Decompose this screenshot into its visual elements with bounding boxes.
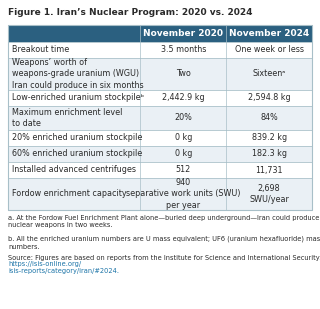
Text: 2,442.9 kg: 2,442.9 kg xyxy=(162,94,204,103)
Text: https://isis-online.org/
isis-reports/category/iran/#2024.: https://isis-online.org/ isis-reports/ca… xyxy=(8,261,119,274)
Text: Sixteenᵃ: Sixteenᵃ xyxy=(252,70,286,78)
Text: 60% enriched uranium stockpile: 60% enriched uranium stockpile xyxy=(12,150,142,159)
Text: 2,594.8 kg: 2,594.8 kg xyxy=(248,94,291,103)
Bar xyxy=(8,42,312,58)
Text: 512: 512 xyxy=(176,166,191,175)
Text: 20% enriched uranium stockpile: 20% enriched uranium stockpile xyxy=(12,133,142,142)
Bar xyxy=(8,58,312,90)
Text: 0 kg: 0 kg xyxy=(175,133,192,142)
Text: 20%: 20% xyxy=(174,113,192,122)
Text: Fordow enrichment capacity: Fordow enrichment capacity xyxy=(12,189,127,198)
Bar xyxy=(8,90,312,106)
Text: Installed advanced centrifuges: Installed advanced centrifuges xyxy=(12,166,136,175)
Text: One week or less: One week or less xyxy=(235,45,304,54)
Text: 0 kg: 0 kg xyxy=(175,150,192,159)
Text: Breakout time: Breakout time xyxy=(12,45,69,54)
Text: Weapons’ worth of
weapons-grade uranium (WGU)
Iran could produce in six months: Weapons’ worth of weapons-grade uranium … xyxy=(12,58,144,90)
Text: Low-enriched uranium stockpileᵇ: Low-enriched uranium stockpileᵇ xyxy=(12,94,144,103)
Bar xyxy=(8,178,312,210)
Text: November 2024: November 2024 xyxy=(229,29,309,38)
Bar xyxy=(8,146,312,162)
Text: 2,698
SWU/year: 2,698 SWU/year xyxy=(249,184,289,204)
Text: 84%: 84% xyxy=(260,113,278,122)
Text: a. At the Fordow Fuel Enrichment Plant alone—buried deep underground—Iran could : a. At the Fordow Fuel Enrichment Plant a… xyxy=(8,215,320,228)
Text: 182.3 kg: 182.3 kg xyxy=(252,150,287,159)
Text: Two: Two xyxy=(176,70,191,78)
Bar xyxy=(8,25,312,42)
Text: Source: Figures are based on reports from the Institute for Science and Internat: Source: Figures are based on reports fro… xyxy=(8,255,320,261)
Text: Maximum enrichment level
to date: Maximum enrichment level to date xyxy=(12,108,122,128)
Text: 3.5 months: 3.5 months xyxy=(161,45,206,54)
Text: b. All the enriched uranium numbers are U mass equivalent; UF6 (uranium hexafluo: b. All the enriched uranium numbers are … xyxy=(8,236,320,250)
Text: 839.2 kg: 839.2 kg xyxy=(252,133,287,142)
Bar xyxy=(8,25,312,210)
Text: November 2020: November 2020 xyxy=(143,29,223,38)
Bar xyxy=(8,106,312,130)
Bar xyxy=(8,130,312,146)
Text: Figure 1. Iran’s Nuclear Program: 2020 vs. 2024: Figure 1. Iran’s Nuclear Program: 2020 v… xyxy=(8,8,252,17)
Text: 11,731: 11,731 xyxy=(255,166,283,175)
Text: 940
separative work units (SWU)
per year: 940 separative work units (SWU) per year xyxy=(126,178,241,210)
Bar xyxy=(8,162,312,178)
